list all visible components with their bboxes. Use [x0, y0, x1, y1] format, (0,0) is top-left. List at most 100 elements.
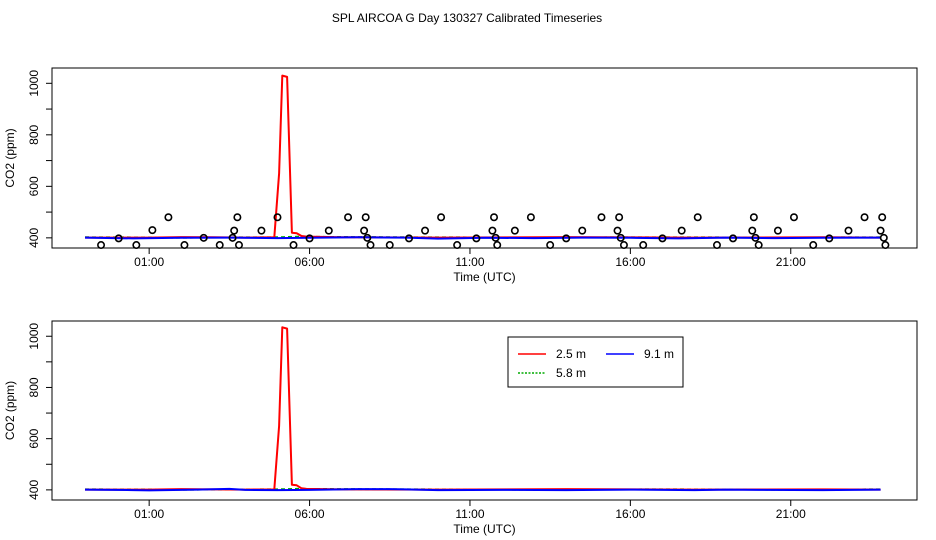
legend-box [507, 336, 684, 388]
calibration-point [148, 226, 157, 235]
calibration-point [860, 213, 869, 222]
calibration-point [876, 226, 885, 235]
x-tick-label: 06:00 [295, 507, 325, 521]
x-tick-label: 16:00 [615, 255, 645, 269]
calibration-point [693, 213, 702, 222]
calibration-point [789, 213, 798, 222]
calibration-point [639, 241, 648, 250]
calibration-point [490, 213, 499, 222]
calibration-point [228, 233, 237, 242]
y-tick-label: 600 [27, 428, 41, 448]
calibration-point [385, 241, 394, 250]
y-tick-label: 600 [27, 176, 41, 196]
series-line-9-1-m [84, 487, 881, 492]
plot-frame [51, 67, 918, 249]
x-axis-label: Time (UTC) [453, 522, 515, 536]
x-tick-label: 06:00 [295, 255, 325, 269]
x-tick-label: 16:00 [615, 507, 645, 521]
calibration-point [613, 226, 622, 235]
calibration-point [619, 241, 628, 250]
calibration-point [729, 234, 738, 243]
y-axis-label: CO2 (ppm) [3, 128, 17, 187]
calibration-point [712, 241, 721, 250]
series-line-9-1-m [84, 236, 881, 240]
calibration-point [879, 233, 888, 242]
calibration-point [748, 226, 757, 235]
calibration-point [615, 213, 624, 222]
y-tick-label: 400 [27, 480, 41, 500]
calibration-point [215, 241, 224, 250]
y-axis-label: CO2 (ppm) [3, 381, 17, 440]
calibration-point [366, 241, 375, 250]
x-axis-label: Time (UTC) [453, 270, 515, 284]
calibration-point [488, 226, 497, 235]
calibration-point [754, 241, 763, 250]
legend: 2.5 m 5.8 m 9.1 m [507, 336, 684, 388]
y-tick-label: 800 [27, 377, 41, 397]
calibration-point [773, 226, 782, 235]
calibration-point [878, 213, 887, 222]
calibration-point [437, 213, 446, 222]
x-tick-label: 21:00 [776, 507, 806, 521]
x-tick-label: 21:00 [776, 255, 806, 269]
legend-label: 5.8 m [556, 366, 586, 380]
calibration-point [324, 226, 333, 235]
calibration-point [546, 241, 555, 250]
legend-label: 2.5 m [556, 347, 586, 361]
calibration-point [578, 226, 587, 235]
plot-frame [51, 320, 918, 501]
y-tick-label: 800 [27, 124, 41, 144]
calibration-point [230, 226, 239, 235]
x-tick-label: 11:00 [455, 255, 484, 269]
calibration-point [361, 213, 370, 222]
calibration-point [825, 234, 834, 243]
calibration-point [421, 226, 430, 235]
y-tick-label: 400 [27, 228, 41, 248]
calibration-point [180, 241, 189, 250]
calibration-point [472, 234, 481, 243]
calibration-point [809, 241, 818, 250]
y-tick-label: 1000 [27, 323, 41, 350]
calibration-point [526, 213, 535, 222]
panel-1: 400 600 800 1000 CO2 (ppm) 01:00 06:00 11:00 16:… [3, 67, 918, 284]
legend-label: 9.1 m [644, 347, 674, 361]
panels-layer: 400 600 800 1000 CO2 (ppm) 01:00 06:00 11:00 16:… [3, 67, 918, 536]
chart-title: SPL AIRCOA G Day 130327 Calibrated Times… [332, 11, 602, 25]
panel-2: 400 600 800 1000 CO2 (ppm) 01:00 06:00 11:00 16:… [3, 320, 918, 536]
series-line-2-5-m [85, 74, 881, 239]
calibration-point [677, 226, 686, 235]
x-tick-label: 01:00 [134, 507, 164, 521]
x-tick-label: 11:00 [455, 507, 484, 521]
calibration-point [658, 234, 667, 243]
calibration-point [881, 241, 890, 250]
calibration-point [257, 226, 266, 235]
calibration-point [751, 233, 760, 242]
calibration-point [363, 233, 372, 242]
calibration-point [97, 241, 106, 250]
calibration-point [289, 241, 298, 250]
y-tick-label: 1000 [27, 70, 41, 97]
calibration-point [233, 213, 242, 222]
calibration-point [493, 241, 502, 250]
calibration-point [199, 233, 208, 242]
calibration-point [164, 213, 173, 222]
calibration-point [510, 226, 519, 235]
x-tick-label: 01:00 [134, 255, 164, 269]
calibration-point [844, 226, 853, 235]
calibration-point [491, 233, 500, 242]
calibration-point [114, 234, 123, 243]
calibration-point [597, 213, 606, 222]
series-line-2-5-m [85, 326, 881, 491]
calibration-point [562, 234, 571, 243]
calibration-point [749, 213, 758, 222]
calibration-point [344, 213, 353, 222]
calibration-point [132, 241, 141, 250]
calibration-point [305, 234, 314, 243]
calibration-point [616, 233, 625, 242]
calibration-point [360, 226, 369, 235]
calibration-point [453, 241, 462, 250]
calibration-point [273, 213, 282, 222]
calibration-point [234, 241, 243, 250]
